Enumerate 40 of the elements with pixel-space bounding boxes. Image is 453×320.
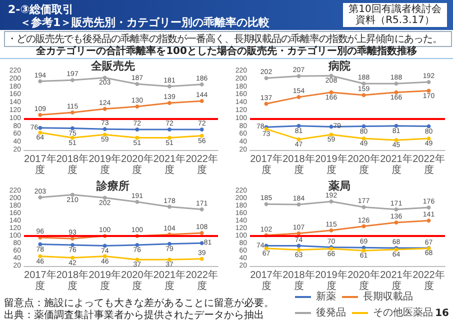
chart-title: 病院 bbox=[328, 60, 350, 72]
source-note: 出典：薬価調査集計事業者から提供されたデータから抽出 bbox=[4, 308, 264, 320]
text: 資料（R5.3.17） bbox=[343, 15, 447, 27]
x-tick-label: 2020年度 bbox=[121, 269, 154, 292]
chart-title: 診療所 bbox=[96, 180, 130, 192]
text: ＜参考1＞販売先別・カテゴリー別の乖離率の比較 bbox=[20, 15, 270, 30]
text: 第10回有識者検討会 bbox=[343, 3, 447, 15]
x-tick-label: 2022年度 bbox=[412, 269, 445, 292]
x-tick-label: 2018年度 bbox=[56, 269, 89, 292]
chart-title: 全販売先 bbox=[90, 60, 135, 72]
x-tick-label: 2017年度 bbox=[250, 269, 282, 292]
x-tick-label: 2019年度 bbox=[315, 269, 348, 292]
text: 2-③総価取引 bbox=[8, 2, 74, 16]
x-tick-label: 2019年度 bbox=[315, 153, 348, 176]
x-tick-label: 2020年度 bbox=[348, 153, 380, 176]
legend-label: 新薬 bbox=[316, 290, 336, 302]
x-tick-label: 2018年度 bbox=[282, 153, 315, 176]
x-tick-label: 2021年度 bbox=[153, 269, 186, 292]
text: 全カテゴリーの合計乖離率を100とした場合の販売先・カテゴリー別の乖離指数推移 bbox=[0, 44, 453, 59]
text: 16 bbox=[435, 308, 449, 319]
x-tick-label: 2021年度 bbox=[380, 153, 412, 176]
x-tick-label: 2017年度 bbox=[250, 153, 282, 176]
x-tick-label: 2022年度 bbox=[186, 269, 218, 292]
x-tick-label: 2021年度 bbox=[153, 153, 186, 176]
x-tick-label: 2018年度 bbox=[282, 269, 315, 292]
chart-title: 薬局 bbox=[328, 180, 350, 192]
legend-label: 長期収載品 bbox=[363, 290, 413, 302]
x-tick-label: 2020年度 bbox=[348, 269, 380, 292]
text: 留意点：施設によっても大きな差があることに留意が必要。 bbox=[4, 296, 274, 310]
x-tick-label: 2021年度 bbox=[380, 269, 412, 292]
x-tick-label: 2017年度 bbox=[24, 269, 56, 292]
x-tick-label: 2019年度 bbox=[88, 153, 121, 176]
x-tick-label: 2018年度 bbox=[56, 153, 89, 176]
x-tick-label: 2022年度 bbox=[412, 153, 445, 176]
x-tick-label: 2017年度 bbox=[24, 153, 56, 176]
legend-label: その他医薬品 bbox=[373, 306, 433, 318]
x-tick-label: 2019年度 bbox=[88, 269, 121, 292]
legend-label: 後発品 bbox=[316, 306, 346, 318]
x-tick-label: 2022年度 bbox=[186, 153, 218, 176]
x-tick-label: 2020年度 bbox=[121, 153, 154, 176]
